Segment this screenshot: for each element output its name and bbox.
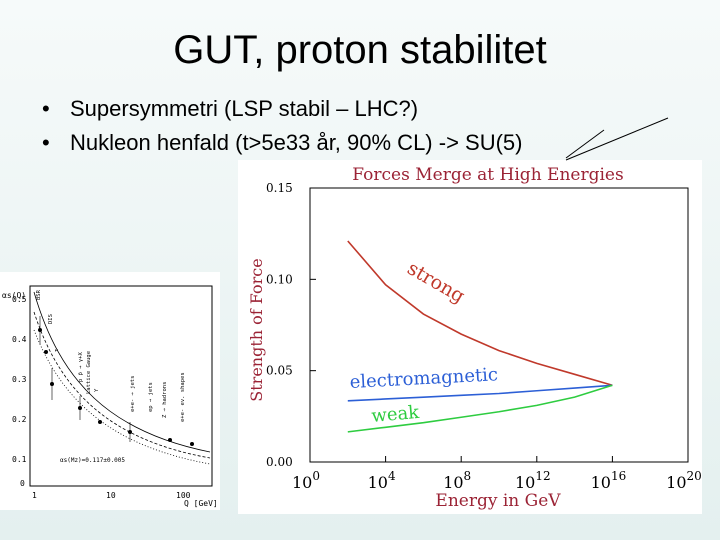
alpha-s-annotation: BSR [36,289,42,300]
alpha-s-frame [29,285,213,487]
bullet-text-1: Supersymmetri (LSP stabil – LHC?) [70,96,419,121]
bullet-item-2: • Nukleon henfald (t>5e33 år, 90% CL) -> … [42,126,522,160]
alpha-s-xtick: 100 [176,491,191,500]
alpha-s-ytick: 0.1 [12,455,27,464]
x-tick-label: 100 [292,469,320,492]
x-tick-base: 10 [666,473,686,492]
x-tick-exp: 4 [388,469,396,483]
x-tick-exp: 0 [312,469,320,483]
series-line-electromagnetic [347,384,613,402]
x-tick-label: 1020 [666,469,702,492]
y-tick-label: 0.15 [266,181,293,195]
alpha-s-point [190,442,194,446]
alpha-s-ylabel: αs(Q) [2,291,26,300]
alpha-s-annotation: DIS [48,314,54,324]
strike-line-1 [565,117,669,161]
alpha-s-plot-svg: αs(Q) 0.5 0.4 0.3 0.2 0.1 0 1 10 100 Q [… [2,285,218,508]
bullet-text-2: Nukleon henfald (t>5e33 år, 90% CL) -> S… [70,130,523,155]
alpha-s-point [98,420,102,424]
x-tick-label: 1012 [515,469,551,492]
series-line-weak [347,384,613,433]
x-tick-exp: 12 [535,469,550,483]
label-weak: weak [371,402,421,427]
chart-series-labels: strong electromagnetic weak [349,257,498,427]
alpha-s-ytick: 0.5 [12,295,27,304]
alpha-s-curve-lower [33,329,211,465]
alpha-s-annotation: τ [54,349,60,352]
strike-line-2 [565,129,605,159]
alpha-s-ytick: 0 [20,479,25,488]
bullet-list: • Supersymmetri (LSP stabil – LHC?) • Nukl… [42,92,522,160]
bullet-symbol: • [42,96,50,121]
y-tick-label: 0.10 [266,272,293,286]
x-tick-exp: 20 [687,469,702,483]
alpha-s-curve-mid [33,311,211,459]
alpha-s-annotation: ep → jets [148,382,154,412]
alpha-s-annotation: Z → hadrons [162,382,168,418]
bullet-item-1: • Supersymmetri (LSP stabil – LHC?) [42,92,522,126]
alpha-s-annotation: Υ [94,388,100,392]
x-tick-base: 10 [591,473,611,492]
alpha-s-annotation: p p̄ → γ+X [78,352,84,382]
label-strong: strong [404,257,469,307]
label-electromagnetic: electromagnetic [349,364,498,393]
x-tick-base: 10 [368,473,388,492]
alpha-s-fit-label: αs(Mz)=0.117±0.005 [60,457,125,464]
alpha-s-xtick: 1 [32,491,37,500]
alpha-s-xlabel: Q [GeV] [184,499,218,508]
chart-ylabel: Strength of Force [247,258,266,401]
chart-series [347,240,613,433]
alpha-s-ytick: 0.3 [12,375,27,384]
x-tick-label: 104 [368,469,396,492]
chart-xlabel: Energy in GeV [435,491,561,511]
alpha-s-xtick: 10 [106,491,116,500]
x-tick-base: 10 [443,473,463,492]
bullet-symbol: • [42,130,50,155]
x-tick-label: 1016 [591,469,627,492]
x-tick-base: 10 [515,473,535,492]
chart-title: Forces Merge at High Energies [352,165,623,185]
alpha-s-point [44,350,48,354]
alpha-s-curve-upper [33,291,211,453]
alpha-s-point [168,438,172,442]
y-tick-label: 0.05 [266,364,293,378]
y-tick-label: 0.00 [266,455,293,469]
alpha-s-ytick: 0.2 [12,415,27,424]
slide-title: GUT, proton stabilitet [173,28,547,72]
alpha-s-annotation: e+e- ev. shapes [180,372,186,422]
forces-merge-svg: Forces Merge at High Energies Strength o… [247,165,702,511]
alpha-s-annotation: Lattice Gauge [86,351,92,394]
chart-frame [309,187,689,463]
x-tick-exp: 16 [611,469,626,483]
alpha-s-annotation: e+e- → jets [130,376,136,412]
x-tick-base: 10 [292,473,312,492]
forces-merge-chart: Forces Merge at High Energies Strength o… [238,160,702,514]
alpha-s-ytick: 0.4 [12,335,27,344]
series-line-strong [347,240,613,387]
x-tick-label: 108 [443,469,471,492]
alpha-s-plot: αs(Q) 0.5 0.4 0.3 0.2 0.1 0 1 10 100 Q [… [0,272,220,510]
x-tick-exp: 8 [464,469,472,483]
